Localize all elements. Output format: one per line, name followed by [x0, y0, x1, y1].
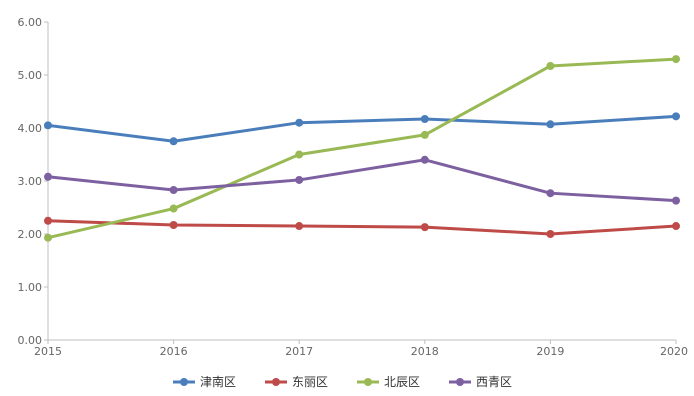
axes: [44, 21, 677, 344]
series-3: [44, 55, 680, 242]
data-point: [44, 233, 52, 242]
data-point: [44, 172, 52, 181]
data-point: [420, 223, 429, 232]
data-point: [672, 222, 680, 231]
data-point: [546, 120, 555, 129]
series-lines: [44, 55, 680, 242]
x-tick-label: 2018: [411, 345, 439, 358]
legend-item: 北辰区: [357, 375, 420, 389]
legend-label: 津南区: [200, 374, 236, 389]
legend-swatch-marker: [272, 378, 280, 386]
data-point: [420, 114, 429, 123]
legend-item: 津南区: [173, 374, 236, 389]
data-point: [169, 220, 178, 229]
data-point: [420, 155, 429, 164]
y-tick-label: 1.00: [18, 281, 43, 294]
y-tick-label: 4.00: [18, 122, 43, 135]
x-tick-label: 2016: [160, 345, 188, 358]
series-line: [46, 219, 678, 236]
series-1: [44, 112, 680, 146]
legend-label: 西青区: [476, 375, 512, 389]
legend-label: 北辰区: [384, 375, 420, 389]
data-point: [672, 55, 680, 64]
y-tick-label: 2.00: [18, 228, 43, 241]
data-point: [546, 230, 555, 238]
data-point: [295, 118, 304, 127]
y-tick-label: 3.00: [18, 175, 43, 188]
legend-item: 西青区: [449, 375, 512, 389]
data-point: [546, 61, 555, 70]
y-tick-label: 6.00: [18, 16, 43, 29]
data-point: [546, 189, 555, 198]
series-line: [46, 114, 678, 143]
y-tick-label: 0.00: [18, 334, 43, 347]
x-tick-label: 2020: [660, 345, 688, 358]
legend: 津南区 东丽区 北辰区 西青区: [173, 374, 512, 389]
data-point: [420, 130, 429, 139]
legend-swatch-marker: [456, 378, 464, 386]
data-point: [169, 204, 178, 213]
data-point: [672, 112, 680, 121]
data-point: [44, 216, 52, 225]
legend-item: 东丽区: [265, 375, 328, 389]
data-point: [295, 222, 304, 231]
data-point: [44, 121, 52, 130]
data-point: [169, 137, 178, 146]
series-line: [46, 158, 678, 203]
x-tick-label: 2019: [536, 345, 564, 358]
y-tick-label: 5.00: [18, 69, 43, 82]
data-point: [672, 196, 680, 205]
x-tick-label: 2015: [34, 345, 62, 358]
series-line: [46, 57, 678, 240]
x-axis-tick-labels: 2015 2016 2017 2018 2019 2020: [34, 345, 688, 358]
y-axis-tick-labels: 0.00 1.00 2.00 3.00 4.00 5.00 6.00: [18, 16, 43, 347]
x-tick-label: 2017: [285, 345, 313, 358]
data-point: [169, 186, 178, 195]
data-point: [295, 150, 304, 159]
series-4: [44, 155, 680, 205]
series-2: [44, 216, 680, 238]
legend-swatch-marker: [180, 378, 188, 386]
legend-swatch-marker: [364, 378, 372, 386]
data-point: [295, 175, 304, 184]
legend-label: 东丽区: [292, 375, 328, 389]
